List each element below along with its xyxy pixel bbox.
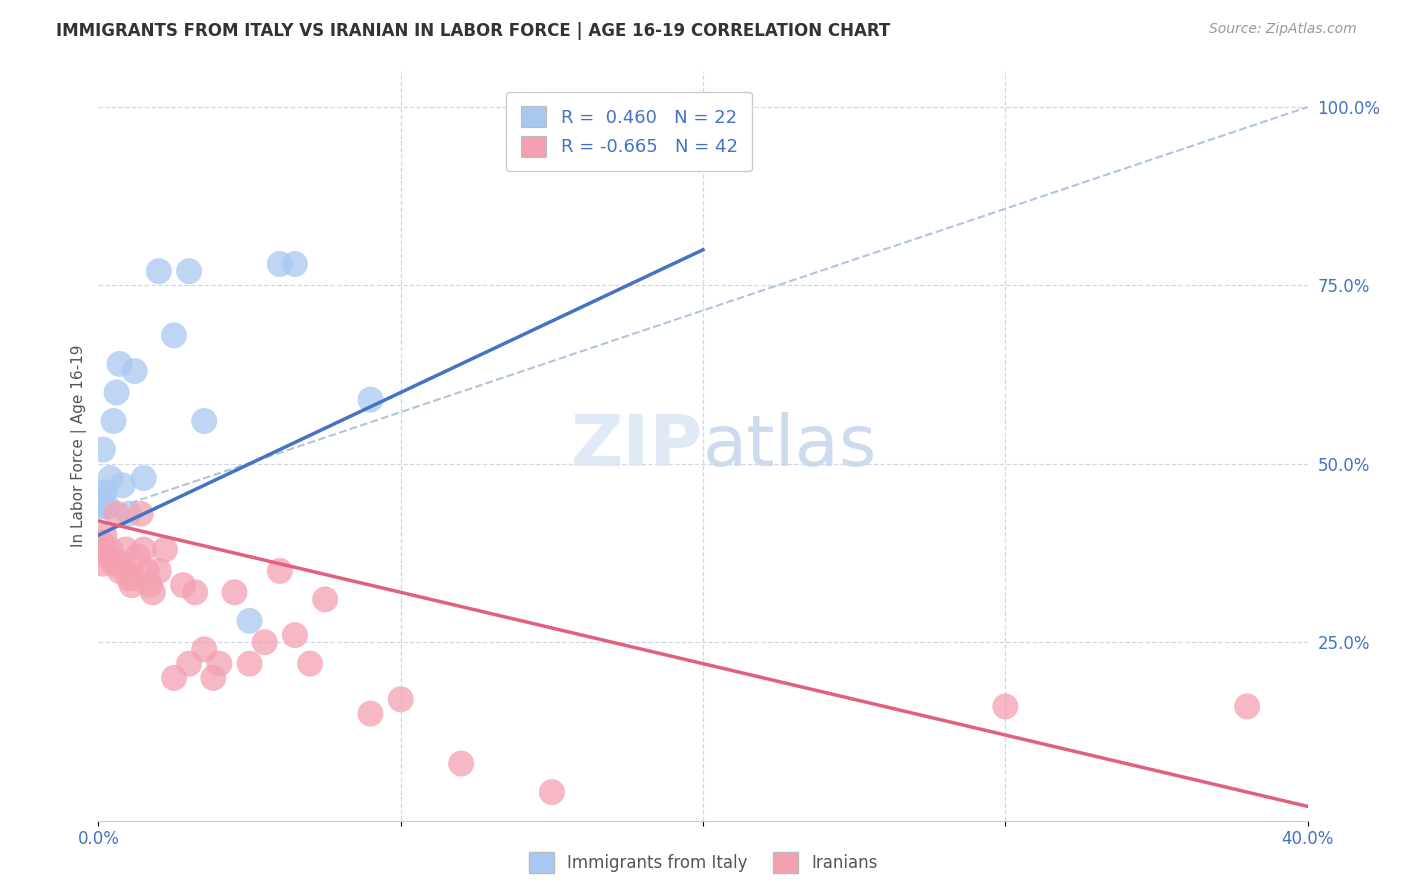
- Point: [114, 542, 136, 557]
- Point: [105, 385, 128, 400]
- Point: [284, 628, 307, 642]
- Legend: Immigrants from Italy, Iranians: Immigrants from Italy, Iranians: [522, 846, 884, 880]
- Point: [90, 500, 112, 514]
- Point: [224, 585, 246, 599]
- Point: [239, 614, 262, 628]
- Point: [105, 507, 128, 521]
- Point: [184, 585, 207, 599]
- Point: [132, 471, 155, 485]
- Point: [202, 671, 225, 685]
- Point: [450, 756, 472, 771]
- Text: Source: ZipAtlas.com: Source: ZipAtlas.com: [1209, 22, 1357, 37]
- Point: [96, 549, 118, 564]
- Point: [994, 699, 1017, 714]
- Point: [132, 542, 155, 557]
- Point: [239, 657, 262, 671]
- Text: IMMIGRANTS FROM ITALY VS IRANIAN IN LABOR FORCE | AGE 16-19 CORRELATION CHART: IMMIGRANTS FROM ITALY VS IRANIAN IN LABO…: [56, 22, 890, 40]
- Point: [93, 485, 115, 500]
- Point: [118, 571, 141, 585]
- Y-axis label: In Labor Force | Age 16-19: In Labor Force | Age 16-19: [72, 344, 87, 548]
- Point: [540, 785, 562, 799]
- Point: [96, 500, 118, 514]
- Point: [179, 264, 201, 278]
- Point: [631, 128, 654, 143]
- Point: [389, 692, 412, 706]
- Point: [153, 542, 176, 557]
- Point: [269, 257, 291, 271]
- Point: [284, 257, 307, 271]
- Point: [139, 578, 162, 592]
- Point: [90, 535, 112, 549]
- Point: [127, 549, 149, 564]
- Point: [129, 507, 152, 521]
- Point: [148, 264, 170, 278]
- Point: [314, 592, 336, 607]
- Point: [124, 364, 146, 378]
- Point: [89, 542, 111, 557]
- Point: [135, 564, 157, 578]
- Point: [193, 642, 215, 657]
- Point: [1236, 699, 1258, 714]
- Point: [163, 671, 186, 685]
- Point: [90, 492, 112, 507]
- Point: [142, 585, 165, 599]
- Point: [360, 706, 382, 721]
- Point: [108, 564, 131, 578]
- Legend: R =  0.460   N = 22, R = -0.665   N = 42: R = 0.460 N = 22, R = -0.665 N = 42: [506, 92, 752, 171]
- Point: [100, 542, 122, 557]
- Point: [91, 557, 114, 571]
- Point: [111, 478, 134, 492]
- Point: [163, 328, 186, 343]
- Point: [91, 442, 114, 457]
- Point: [108, 357, 131, 371]
- Point: [179, 657, 201, 671]
- Point: [118, 507, 141, 521]
- Point: [124, 571, 146, 585]
- Text: ZIP: ZIP: [571, 411, 703, 481]
- Point: [172, 578, 194, 592]
- Point: [269, 564, 291, 578]
- Point: [103, 414, 125, 428]
- Point: [299, 657, 322, 671]
- Point: [100, 471, 122, 485]
- Point: [121, 578, 143, 592]
- Point: [148, 564, 170, 578]
- Point: [208, 657, 231, 671]
- Point: [253, 635, 276, 649]
- Point: [111, 557, 134, 571]
- Text: atlas: atlas: [703, 411, 877, 481]
- Point: [360, 392, 382, 407]
- Point: [103, 557, 125, 571]
- Point: [93, 528, 115, 542]
- Point: [193, 414, 215, 428]
